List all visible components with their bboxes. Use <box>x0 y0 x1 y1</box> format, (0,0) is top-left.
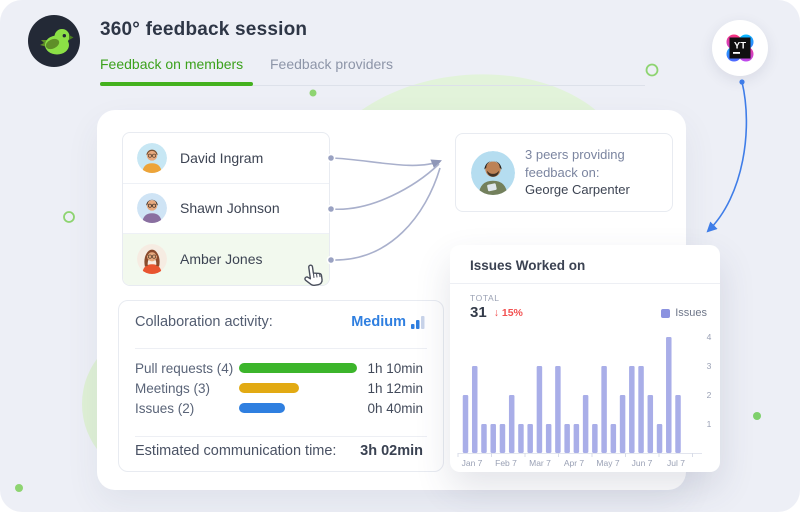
legend-label: Issues <box>675 307 707 319</box>
delta-badge: ↓ 15% <box>493 306 523 319</box>
svg-text:4: 4 <box>707 332 712 342</box>
avatar-david-ingram <box>137 142 167 173</box>
green-dot <box>15 484 23 492</box>
member-name: Shawn Johnson <box>180 200 280 217</box>
tab-bar-divider <box>100 85 645 86</box>
chart-legend: Issues <box>661 307 707 319</box>
activity-label: Issues (2) <box>135 400 195 416</box>
communication-time-label: Estimated communication time: <box>135 443 337 459</box>
active-tab-underline <box>100 82 253 86</box>
svg-text:Feb 7: Feb 7 <box>495 458 517 468</box>
activity-value: 1h 12min <box>367 380 423 396</box>
member-row-shawn-johnson[interactable]: Shawn Johnson <box>123 184 329 234</box>
peers-line2: feedback on: <box>525 164 600 180</box>
activity-label: Pull requests (4) <box>135 360 234 376</box>
page-title: 360° feedback session <box>100 19 308 40</box>
svg-text:3: 3 <box>707 361 712 371</box>
svg-text:May 7: May 7 <box>596 458 619 468</box>
total-label: TOTAL <box>470 293 500 303</box>
activity-label: Meetings (3) <box>135 380 211 396</box>
total-value: 31 <box>470 304 487 321</box>
divider <box>135 348 427 349</box>
activity-bar <box>239 403 285 413</box>
activity-bar <box>239 363 357 373</box>
feedback-target-card[interactable]: 3 peers providing feedback on: George Ca… <box>455 133 673 212</box>
peers-line1: 3 peers providing <box>525 147 625 163</box>
activity-level-bars-icon <box>411 315 425 329</box>
avatar-shawn-johnson <box>137 193 167 224</box>
tab-feedback-on-members[interactable]: Feedback on members <box>100 56 244 72</box>
svg-text:1: 1 <box>707 419 712 429</box>
app-logo-bird-icon[interactable] <box>28 15 80 67</box>
svg-text:Jul 7: Jul 7 <box>667 458 685 468</box>
down-arrow-icon: ↓ <box>493 306 499 319</box>
activity-row-issues: Issues (2) 0h 40min <box>135 398 423 418</box>
divider <box>450 283 720 284</box>
youtrack-integration-badge[interactable]: YT <box>712 20 768 76</box>
collaboration-activity-card: Collaboration activity: Medium Pull requ… <box>118 300 444 472</box>
member-row-david-ingram[interactable]: David Ingram <box>123 133 329 184</box>
green-ring <box>63 211 75 223</box>
activity-row-pull-requests: Pull requests (4) 1h 10min <box>135 358 423 378</box>
collaboration-title: Collaboration activity: <box>135 314 273 330</box>
feedback-target-name: George Carpenter <box>525 182 630 198</box>
divider <box>135 436 427 437</box>
avatar-amber-jones <box>137 244 167 275</box>
youtrack-icon: YT <box>726 34 754 62</box>
legend-swatch-issues <box>661 308 671 318</box>
activity-row-meetings: Meetings (3) 1h 12min <box>135 378 423 398</box>
svg-text:YT: YT <box>734 41 746 52</box>
svg-text:Mar 7: Mar 7 <box>529 458 551 468</box>
communication-time-value: 3h 02min <box>360 443 423 459</box>
collaboration-level: Medium <box>351 314 427 330</box>
tab-feedback-providers[interactable]: Feedback providers <box>270 56 393 72</box>
members-list: David Ingram Shawn Johnson <box>122 132 330 286</box>
issues-worked-on-card: Issues Worked on TOTAL 31 ↓ 15% Issues J… <box>450 245 720 472</box>
issues-bar-chart: Jan 7 Feb 7 Mar 7 Apr 7 May 7 Jun 7 Jul 7 1 2 3 4 <box>457 332 712 468</box>
member-name: David Ingram <box>180 149 264 166</box>
green-dot <box>753 412 761 420</box>
issues-card-title: Issues Worked on <box>470 258 586 273</box>
member-row-amber-jones[interactable]: Amber Jones <box>123 234 329 285</box>
activity-bar <box>239 383 299 393</box>
activity-value: 0h 40min <box>367 400 423 416</box>
svg-text:Apr 7: Apr 7 <box>564 458 585 468</box>
svg-text:2: 2 <box>707 390 712 400</box>
avatar-george-carpenter <box>471 150 515 195</box>
svg-text:Jun 7: Jun 7 <box>632 458 653 468</box>
member-name: Amber Jones <box>180 251 263 268</box>
svg-text:Jan 7: Jan 7 <box>462 458 483 468</box>
green-ring <box>645 63 659 77</box>
activity-value: 1h 10min <box>367 360 423 376</box>
green-dot <box>309 89 317 97</box>
